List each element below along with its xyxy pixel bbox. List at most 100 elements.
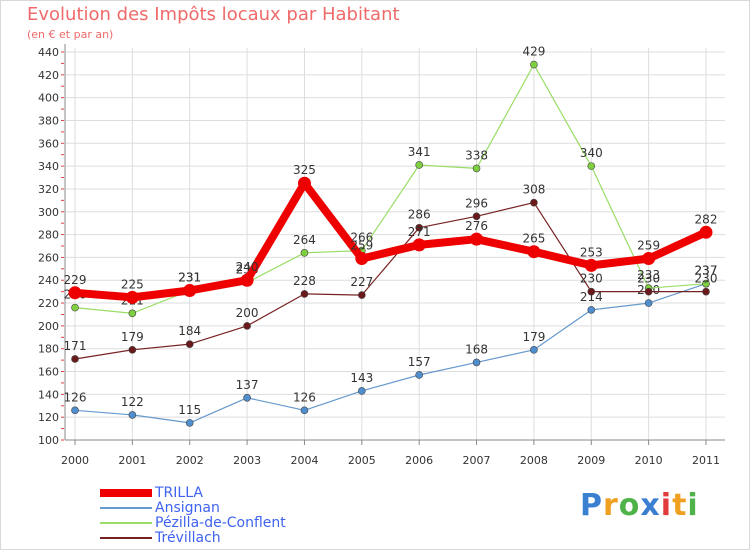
data-label-ansignan: 143 (350, 371, 373, 385)
y-tick-label: 220 (38, 297, 59, 310)
data-label-trevillach: 200 (236, 306, 259, 320)
data-point-ansignan (415, 371, 423, 379)
data-label-ansignan: 126 (293, 390, 316, 404)
data-point-trevillach (702, 287, 710, 296)
data-point-trevillach (530, 198, 538, 207)
data-label-ansignan: 237 (695, 264, 718, 278)
data-label-trevillach: 308 (522, 183, 545, 197)
y-tick-label: 120 (38, 411, 59, 424)
legend-item-trevillach: Trévillach (100, 530, 221, 546)
y-tick-label: 200 (38, 320, 59, 333)
data-point-trevillach (243, 322, 251, 330)
data-point-trevillach (644, 287, 653, 296)
data-label-ansignan: 115 (178, 403, 201, 417)
data-point-trevillach (185, 340, 194, 348)
y-tick-label: 260 (38, 251, 59, 264)
data-label-ansignan: 168 (465, 342, 488, 356)
y-tick-label: 400 (38, 92, 59, 105)
brand-letter: r (603, 488, 619, 523)
data-label-pezilla-de-conflent: 264 (293, 233, 316, 247)
data-point-ansignan (71, 406, 79, 415)
data-point-ansignan (472, 358, 481, 367)
data-label-pezilla-de-conflent: 338 (465, 148, 488, 162)
data-point-trilla (699, 225, 713, 239)
data-point-trilla (642, 252, 656, 266)
y-tick-label: 100 (38, 434, 59, 447)
data-label-trilla: 276 (465, 219, 488, 233)
data-label-pezilla-de-conflent: 237 (695, 264, 718, 278)
data-label-trevillach: 184 (178, 324, 201, 338)
data-point-pezilla-de-conflent (702, 279, 710, 288)
data-label-trilla: 229 (64, 273, 87, 287)
y-tick-label: 160 (38, 366, 59, 379)
brand-logo: Proxiti (580, 488, 699, 523)
y-tick-label: 440 (38, 46, 59, 59)
data-point-trilla (240, 273, 254, 287)
x-tick-label: 2003 (233, 454, 261, 467)
x-tick-label: 2007 (463, 454, 491, 467)
y-tick-label: 140 (38, 388, 59, 401)
legend-label-ansignan: Ansignan (155, 500, 220, 516)
data-label-trevillach: 296 (465, 196, 488, 210)
x-tick-label: 2000 (61, 454, 89, 467)
x-tick-label: 2002 (176, 454, 204, 467)
data-point-trevillach (587, 287, 596, 296)
brand-letter: x (640, 488, 661, 523)
data-point-pezilla-de-conflent (71, 303, 79, 312)
data-point-ansignan (644, 299, 653, 307)
data-point-trevillach (415, 223, 423, 232)
data-label-trevillach: 230 (580, 272, 603, 286)
data-point-trevillach (71, 355, 79, 363)
x-tick-label: 2008 (520, 454, 548, 467)
legend-swatch-trilla (100, 489, 152, 497)
legend-item-pezilla: Pézilla-de-Conflent (100, 515, 286, 531)
data-point-pezilla-de-conflent (530, 60, 538, 69)
data-point-trilla (584, 258, 598, 272)
data-label-pezilla-de-conflent: 231 (178, 271, 201, 285)
plot-area (65, 48, 725, 440)
data-point-trilla (297, 176, 311, 190)
data-point-ansignan (358, 387, 366, 395)
data-label-trilla: 265 (522, 232, 545, 246)
data-point-trilla (355, 252, 369, 266)
data-label-trilla: 259 (350, 239, 373, 253)
series-line-trevillach (74, 202, 707, 360)
data-label-trilla: 259 (637, 239, 660, 253)
data-label-ansignan: 214 (580, 290, 603, 304)
data-point-trilla (125, 290, 139, 304)
data-label-trilla: 325 (293, 163, 316, 177)
y-tick-label: 300 (38, 206, 59, 219)
y-tick-label: 280 (38, 229, 59, 242)
data-label-trevillach: 230 (637, 272, 660, 286)
chart-title: Evolution des Impôts locaux par Habitant (27, 4, 400, 25)
series-line-trilla (71, 179, 710, 302)
x-tick-label: 2006 (405, 454, 433, 467)
data-point-pezilla-de-conflent (300, 249, 309, 257)
data-point-ansignan (128, 411, 137, 419)
data-point-ansignan (587, 306, 596, 314)
data-point-trevillach (358, 291, 366, 299)
data-point-pezilla-de-conflent (472, 164, 481, 173)
y-tick-label: 340 (38, 160, 59, 173)
x-tick-label: 2005 (348, 454, 376, 467)
data-label-trilla: 231 (178, 271, 201, 285)
data-point-trilla (470, 232, 484, 246)
x-tick-label: 2011 (692, 454, 720, 467)
data-point-pezilla-de-conflent (587, 162, 596, 170)
data-label-ansignan: 122 (121, 395, 144, 409)
legend-label-trevillach: Trévillach (155, 530, 221, 546)
data-label-pezilla-de-conflent: 429 (522, 45, 545, 59)
data-label-trevillach: 171 (64, 339, 87, 353)
data-label-ansignan: 126 (64, 390, 87, 404)
brand-letter: i (687, 488, 699, 523)
data-label-pezilla-de-conflent: 340 (580, 146, 603, 160)
legend-swatch-pezilla (100, 522, 152, 524)
brand-letter: o (618, 488, 641, 523)
legend-item-trilla: TRILLA (100, 485, 203, 501)
data-point-pezilla-de-conflent (415, 161, 423, 169)
data-point-trilla (527, 245, 541, 259)
data-label-trilla: 282 (695, 212, 718, 226)
legend-swatch-trevillach (100, 537, 152, 539)
data-label-pezilla-de-conflent: 266 (350, 231, 373, 245)
data-point-trevillach (128, 346, 137, 354)
